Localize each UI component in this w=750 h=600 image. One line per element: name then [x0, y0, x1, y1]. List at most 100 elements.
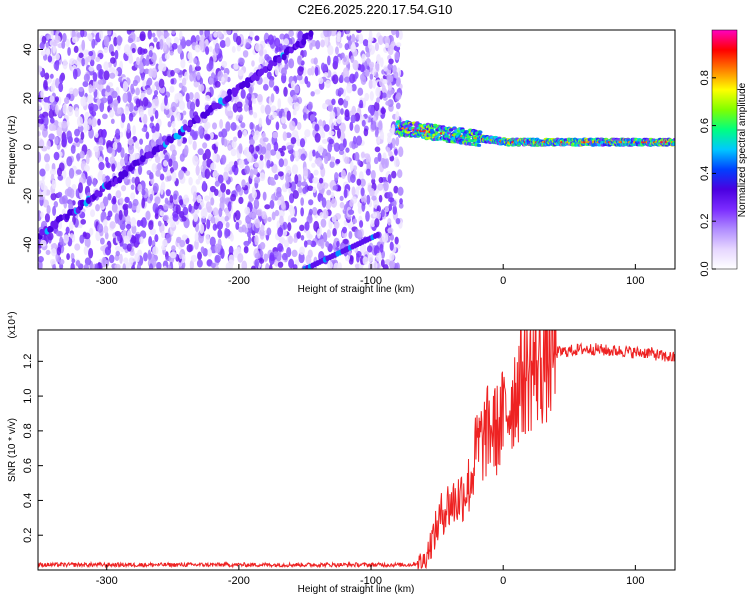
spectrogram-y-ticks: -40 -20 0 20 40	[22, 43, 43, 253]
spectrogram-cell	[372, 78, 377, 89]
spectrogram-cell	[278, 110, 283, 119]
spectrogram-cell	[185, 170, 191, 176]
spectrogram-cell	[231, 140, 237, 149]
spectrogram-cell	[91, 117, 97, 128]
spectrogram-cell	[270, 93, 275, 103]
spectrogram-cell	[395, 78, 401, 87]
spectrogram-cell	[116, 141, 122, 153]
spectrogram-cell	[196, 71, 201, 81]
spectrogram-cell	[274, 174, 279, 181]
spectrogram-cell	[252, 98, 257, 104]
spectrogram-cell	[196, 194, 202, 204]
spectrogram-cell	[393, 156, 400, 168]
spectrogram-cell	[359, 178, 366, 187]
spectrogram-cell	[116, 107, 122, 115]
spectrogram-cell	[190, 254, 198, 263]
spectrogram-cell	[360, 75, 367, 85]
spectrogram-cell	[318, 177, 324, 184]
spectrogram-cell	[360, 151, 365, 159]
spectrogram-cell	[233, 62, 239, 70]
spectrogram-cell	[387, 135, 392, 145]
spectrogram-cell	[345, 147, 350, 153]
spectrogram-cell	[294, 85, 300, 94]
spectrogram-cell	[249, 31, 254, 38]
spectrogram-cell	[478, 130, 483, 134]
spectrogram-cell	[388, 260, 396, 269]
spectrogram-cell	[225, 188, 231, 195]
spectrogram-cell	[118, 209, 123, 221]
spectrogram-cell	[182, 194, 190, 206]
spectrogram-cell	[220, 182, 227, 193]
spectrogram-cell	[40, 239, 47, 247]
spectrogram-cell	[151, 102, 156, 108]
spectrogram-cell	[307, 185, 314, 192]
spectrogram-cell	[179, 30, 183, 40]
spectrogram-cell	[66, 105, 74, 117]
spectrogram-cell	[377, 183, 384, 191]
spectrogram-cell	[40, 179, 46, 191]
spectrogram-cell	[224, 227, 229, 239]
spectrogram-cell	[163, 107, 170, 116]
spectrogram-cell	[392, 205, 397, 215]
spectrogram-cell	[90, 209, 96, 218]
colorbar-tick-label: 0.8	[699, 70, 711, 85]
spectrogram-cell	[263, 76, 269, 85]
spectrogram-cell	[224, 166, 229, 173]
spectrogram-cell	[249, 122, 254, 130]
spectrogram-cell	[149, 45, 154, 52]
spectrogram-cell	[109, 57, 116, 64]
snr-y-tick-label: 1.0	[22, 388, 34, 403]
spectrogram-cell	[288, 30, 294, 38]
spectrogram-cell	[288, 258, 295, 269]
spectrogram-cell	[102, 196, 109, 207]
spectrogram-cell	[125, 223, 132, 230]
spectrogram-cell	[359, 243, 367, 255]
spectrogram-cell	[243, 246, 249, 254]
spectrogram-cell	[106, 85, 111, 93]
spectrogram-cell	[81, 39, 86, 51]
spectrogram-cell	[45, 163, 50, 172]
spectrogram-cell	[266, 159, 271, 169]
spectrogram-cell	[59, 74, 64, 85]
spectrogram-cell	[65, 38, 70, 48]
spectrogram-cell	[394, 148, 398, 156]
spectrogram-cell	[476, 143, 482, 147]
spectrogram-cell	[358, 171, 364, 182]
spectrogram-cell	[300, 207, 305, 217]
snr-x-tick-label: -200	[228, 575, 250, 587]
spectrogram-cell	[189, 72, 194, 82]
spectrogram-cell	[207, 248, 212, 257]
spectrogram-cell	[354, 124, 360, 134]
spectrogram-cell	[85, 154, 90, 165]
spectrogram-cell	[94, 132, 99, 138]
spectrogram-cell	[268, 79, 275, 88]
spectrogram-cell	[350, 55, 355, 64]
spectrogram-cell	[205, 46, 210, 55]
spectrogram-cell	[266, 142, 272, 152]
spectrogram-cell	[79, 150, 85, 159]
spectrogram-cell	[244, 165, 250, 175]
spectrogram-cell	[107, 30, 112, 36]
spectrogram-cell	[154, 109, 159, 120]
spectrogram-cell	[351, 105, 357, 116]
spectrogram-cell	[254, 218, 261, 229]
spectrogram-cell	[116, 161, 122, 172]
spectrogram-cell	[102, 129, 107, 139]
spectrogram-cell	[177, 44, 183, 54]
spectrogram-cell	[342, 67, 350, 78]
spectrogram-x-label: Height of straight line (km)	[298, 284, 415, 295]
spectrogram-cell	[293, 101, 300, 112]
spectrogram-cell	[369, 73, 374, 80]
spectrogram-x-tick-label: -100	[360, 275, 382, 287]
spectrogram-cell	[307, 101, 313, 112]
spectrogram-cell	[351, 186, 356, 197]
spectrogram-cell	[320, 218, 327, 228]
colorbar: 0.0 0.2 0.4 0.6 0.8 Normalized spectral ampl…	[699, 29, 748, 277]
spectrogram-cell	[153, 37, 158, 43]
spectrogram-cell	[139, 236, 144, 244]
spectrogram-cell	[204, 195, 210, 202]
spectrogram-cell	[277, 242, 284, 252]
colorbar-gradient	[711, 29, 738, 270]
spectrogram-cell	[325, 99, 332, 105]
spectrogram-cell	[68, 200, 74, 212]
